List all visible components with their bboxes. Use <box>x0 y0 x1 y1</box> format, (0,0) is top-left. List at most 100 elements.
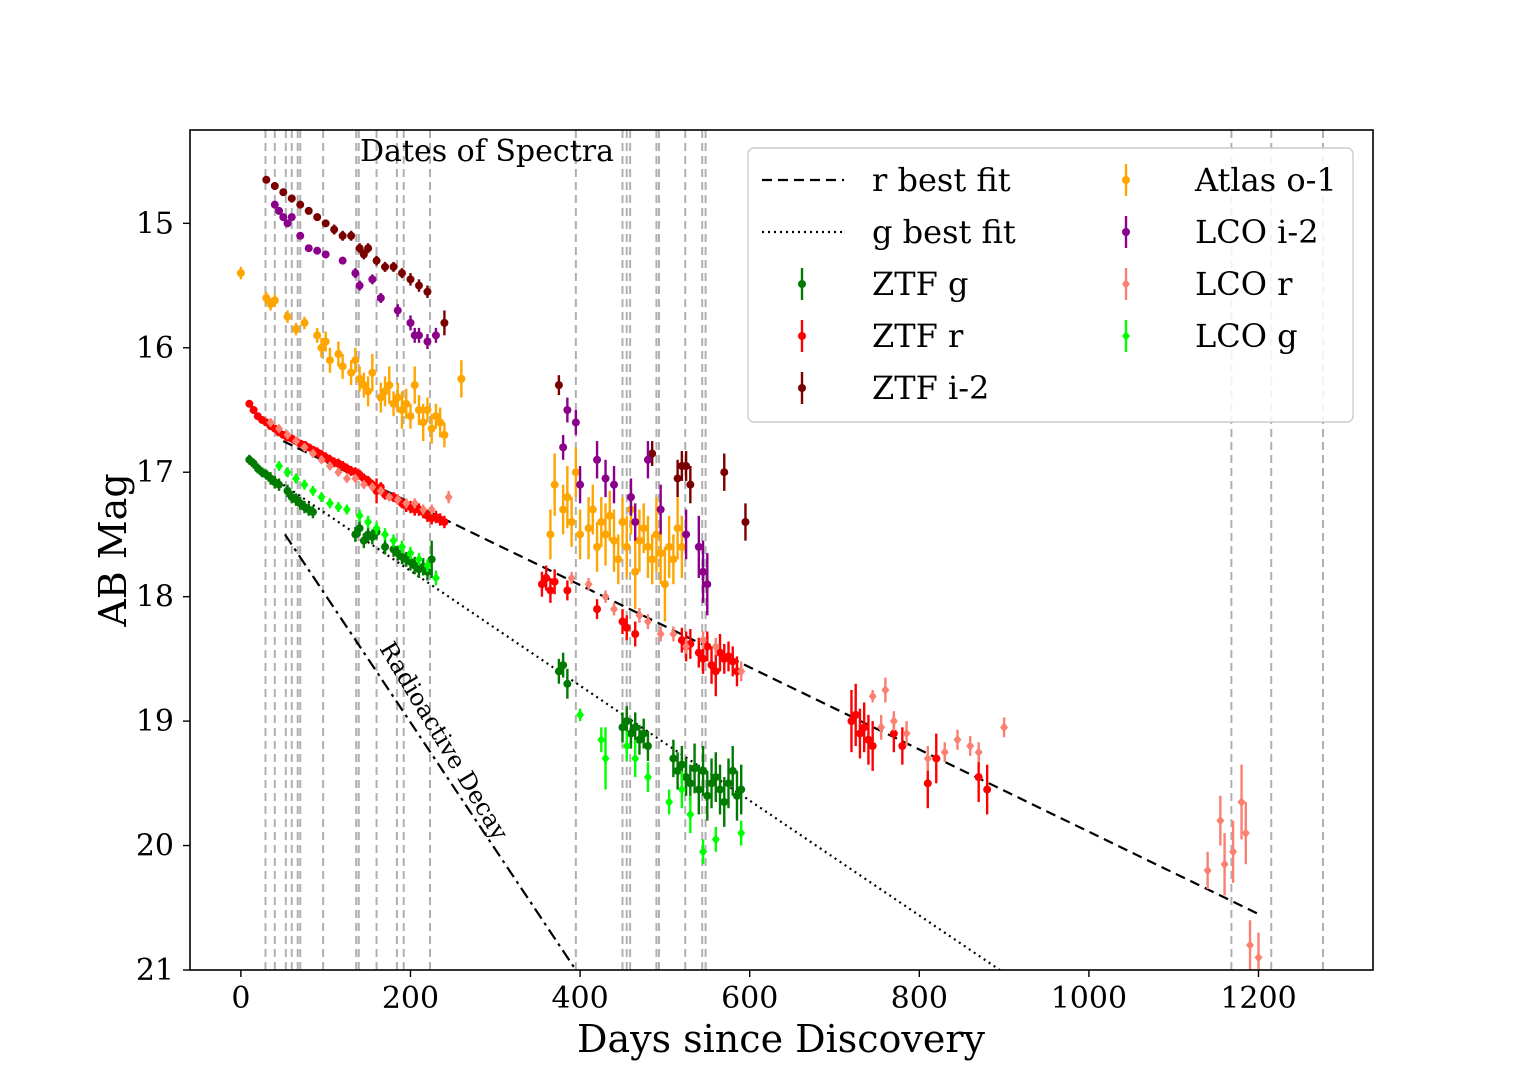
legend: r best fit g best fit ZTF g ZTF r ZTF i-2 Atl… <box>747 147 1354 423</box>
data-point <box>283 312 292 321</box>
data-point <box>588 505 597 514</box>
legend-label: Atlas o-1 <box>1194 161 1337 199</box>
data-point <box>707 779 716 788</box>
data-point <box>889 716 898 727</box>
data-point <box>682 462 691 470</box>
data-point <box>923 779 932 788</box>
data-point <box>622 741 631 751</box>
data-point <box>983 785 992 794</box>
data-point <box>414 281 423 290</box>
data-point <box>682 773 691 782</box>
data-point <box>410 381 419 390</box>
data-point <box>338 256 347 265</box>
data-point <box>902 728 911 739</box>
radioactive-decay-label: Radioactive Decay <box>374 637 514 845</box>
data-point <box>398 269 407 278</box>
data-point <box>393 494 402 505</box>
data-point <box>665 797 674 807</box>
data-point <box>694 785 703 794</box>
legend-marker <box>798 332 806 340</box>
data-point <box>359 536 368 545</box>
data-point <box>279 188 288 197</box>
data-point <box>639 524 648 533</box>
data-point <box>304 206 313 215</box>
data-point <box>364 517 373 527</box>
data-point <box>334 350 343 358</box>
data-point <box>610 536 619 545</box>
data-point <box>656 505 665 514</box>
data-point <box>711 641 720 652</box>
data-point <box>381 529 390 540</box>
data-point <box>720 468 729 477</box>
legend-marker <box>1122 331 1130 341</box>
data-point <box>643 542 652 551</box>
data-point <box>694 648 703 657</box>
x-axis-ticks: 0 200 400 600 800 1000 1200 <box>231 970 1297 1016</box>
data-point <box>283 467 292 478</box>
data-point <box>576 480 585 489</box>
data-point <box>1246 940 1255 951</box>
data-point <box>275 480 284 489</box>
data-point <box>576 709 585 720</box>
spectra-label: Dates of Spectra <box>360 134 614 169</box>
data-point <box>622 717 631 726</box>
data-point <box>686 809 695 820</box>
series-ztf-g <box>245 454 746 827</box>
data-point <box>631 567 640 576</box>
legend-marker <box>1122 228 1130 236</box>
data-point <box>423 287 432 296</box>
data-point <box>338 231 347 240</box>
data-point <box>618 518 627 526</box>
data-point <box>359 381 368 390</box>
data-point <box>283 219 292 228</box>
data-point <box>355 281 364 290</box>
data-point <box>1000 722 1009 733</box>
data-point <box>287 194 296 203</box>
data-point <box>431 412 440 421</box>
data-point <box>711 667 720 676</box>
data-point <box>275 423 284 434</box>
y-axis-ticks: 15 16 17 18 19 20 21 <box>136 206 190 988</box>
data-point <box>351 269 360 278</box>
data-point <box>325 498 334 509</box>
data-point <box>732 791 741 800</box>
data-point <box>974 747 983 758</box>
series-lco-r <box>266 417 1263 970</box>
x-tick-label: 200 <box>382 981 439 1016</box>
y-tick-label: 17 <box>136 455 174 490</box>
data-point <box>359 479 368 490</box>
legend-marker <box>798 384 806 392</box>
data-point <box>292 436 301 447</box>
data-point <box>737 828 746 839</box>
data-point <box>559 505 568 514</box>
data-point <box>639 729 648 738</box>
data-point <box>610 480 619 489</box>
data-point <box>351 530 360 539</box>
data-point <box>966 741 975 751</box>
data-point <box>296 200 305 209</box>
g-best-fit-line <box>282 483 1001 970</box>
data-point <box>635 610 644 621</box>
data-point <box>652 530 661 539</box>
data-point <box>368 275 377 284</box>
legend-marker <box>1122 279 1130 289</box>
data-point <box>372 523 381 534</box>
data-point <box>643 742 652 750</box>
data-point <box>864 735 873 744</box>
data-point <box>563 406 572 414</box>
data-point <box>932 754 941 763</box>
data-point <box>614 555 623 564</box>
data-point <box>308 508 317 517</box>
data-point <box>571 468 580 477</box>
data-point <box>682 641 691 652</box>
data-point <box>631 723 640 732</box>
data-point <box>618 617 627 626</box>
data-point <box>402 498 411 509</box>
data-point <box>393 306 402 315</box>
data-point <box>631 518 640 526</box>
legend-item-lco-i-2: LCO i-2 <box>1122 213 1319 251</box>
data-point <box>690 764 699 773</box>
data-point <box>940 747 949 758</box>
data-point <box>563 586 572 595</box>
